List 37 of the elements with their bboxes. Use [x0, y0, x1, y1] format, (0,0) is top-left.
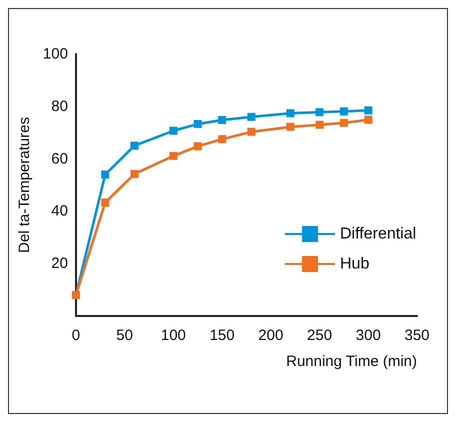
point: [101, 198, 110, 207]
y-tick-label: 80: [51, 98, 68, 115]
point: [101, 170, 110, 179]
point: [340, 107, 348, 116]
point: [247, 112, 256, 121]
legend-label: Differential: [340, 226, 416, 242]
x-tick-label: 250: [307, 327, 332, 344]
x-tick-label: 350: [404, 327, 430, 344]
point: [194, 142, 202, 150]
x-tick-label: 150: [210, 327, 235, 344]
y-tick-label: 40: [51, 202, 68, 220]
x-tick-label: 100: [160, 327, 186, 344]
point: [218, 135, 226, 144]
x-axis-title: Running Time (min): [286, 353, 417, 370]
y-axis-title: Del ta-Temperatures: [16, 117, 33, 253]
point: [218, 116, 226, 124]
point: [194, 120, 202, 128]
point: [316, 120, 324, 129]
point: [286, 109, 294, 118]
x-tick-label: 200: [258, 327, 284, 344]
point: [169, 152, 178, 160]
point: [247, 128, 256, 136]
point: [130, 170, 138, 178]
point: [364, 106, 372, 114]
x-tick-label: 50: [116, 327, 133, 344]
y-tick-label: 100: [42, 46, 68, 62]
point: [169, 126, 178, 135]
point: [364, 116, 372, 124]
point: [130, 142, 138, 150]
point: [340, 118, 348, 127]
point: [286, 122, 294, 131]
x-tick-label: 0: [72, 327, 80, 344]
x-tick-label: 300: [356, 327, 381, 344]
legend-label: Hub: [340, 256, 370, 272]
y-tick-label: 20: [51, 255, 68, 272]
point: [316, 108, 324, 116]
y-tick-label: 60: [51, 150, 68, 168]
